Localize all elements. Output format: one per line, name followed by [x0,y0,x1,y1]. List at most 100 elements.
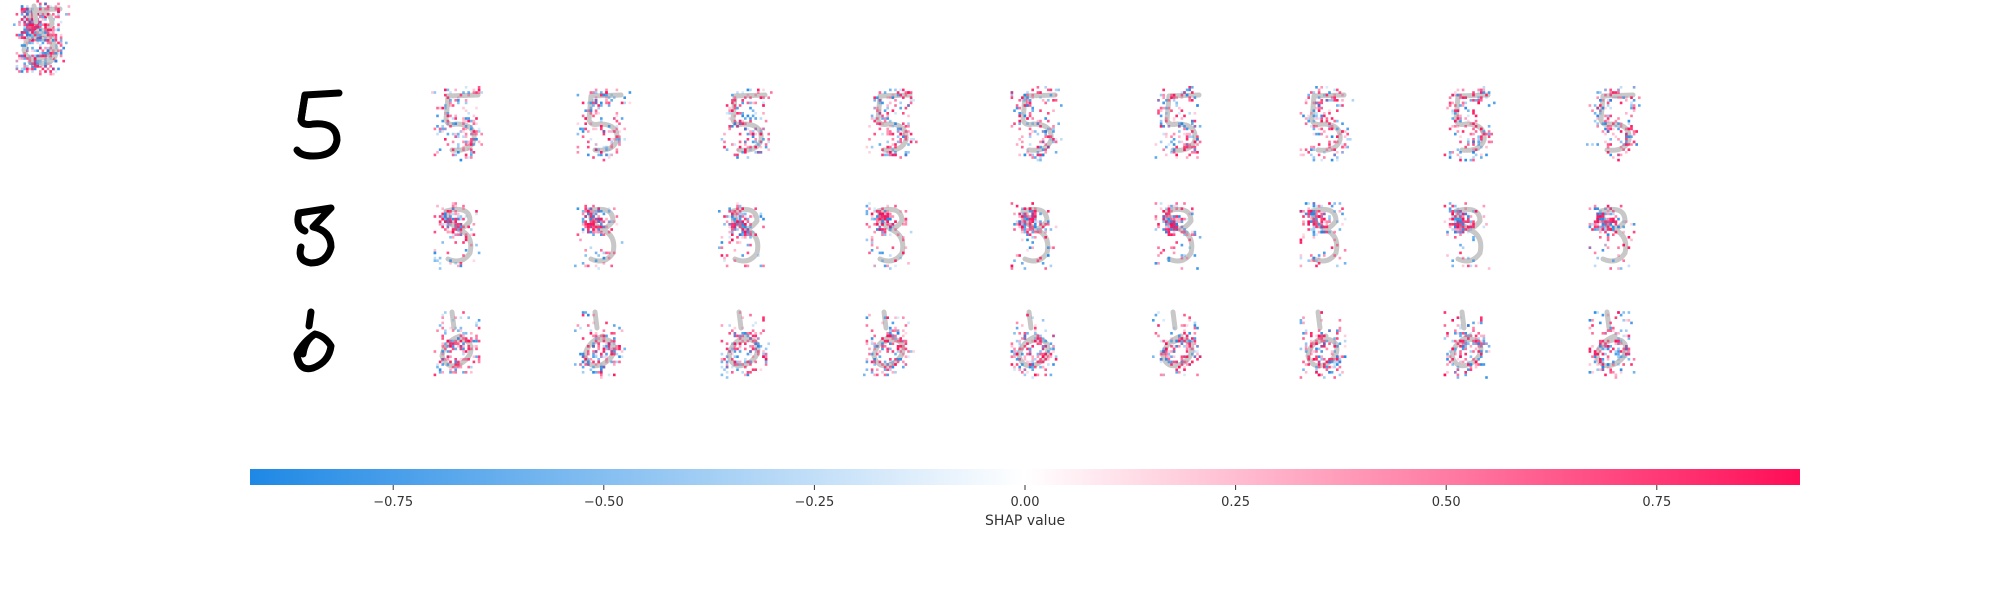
shap-pixel-negative [1343,217,1347,221]
shap-pixel-negative [1044,132,1047,136]
shap-pixel-negative [1599,112,1602,115]
shap-pixel-positive [475,91,478,94]
shap-pixel-positive [41,67,45,71]
shap-pixel-positive [1459,210,1462,213]
shap-pixel-positive [1170,225,1173,229]
shap-pixel-positive [1159,352,1163,356]
shap-pixel-positive [751,345,755,348]
shap-pixel-negative [1596,114,1599,118]
shap-pixel-negative [1031,212,1034,216]
shap-pixel-negative [467,91,470,94]
shap-pixel-positive [1617,96,1620,99]
shap-pixel-positive [23,39,26,42]
shap-pixel-negative [1606,130,1610,133]
shap-pixel-positive [610,138,613,141]
shap-pixel-positive [1461,225,1465,229]
shap-pixel-positive [1320,345,1323,348]
shap-pixel-positive [904,347,908,351]
shap-pixel-negative [1456,368,1460,371]
shap-pixel-positive [764,358,768,361]
shap-pixel-negative [1031,236,1034,239]
shap-pixel-positive [1474,363,1478,366]
shap-pixel-positive [1178,337,1181,340]
shap-pixel-positive [1604,223,1607,226]
shap-pixel-positive [623,127,626,131]
shap-pixel-positive [1609,371,1612,374]
shap-pixel-positive [1609,350,1612,353]
shap-pixel-negative [1472,236,1475,239]
shap-pixel-negative [26,46,29,50]
shap-pixel-positive [1461,212,1465,216]
shap-pixel-positive [881,148,884,151]
shap-pixel-negative [581,311,585,314]
shap-pixel-negative [1593,112,1597,115]
shap-pixel-positive [873,334,876,338]
shap-pixel-negative [891,334,895,338]
shap-pixel-negative [749,360,752,364]
shap-pixel-negative [49,5,52,8]
shap-pixel-negative [1617,358,1620,361]
shap-pixel-positive [594,217,598,221]
shap-pixel-positive [1451,217,1454,221]
shap-pixel-negative [1023,217,1027,221]
shap-pixel-negative [1060,104,1063,107]
shap-pixel-positive [762,96,765,99]
shap-pixel-negative [1459,324,1462,327]
shap-pixel-negative [1307,202,1310,205]
shap-pixel-negative [883,368,887,371]
shap-pixel-negative [751,109,755,112]
shap-pixel-negative [584,311,587,314]
shap-pixel-negative [444,311,447,314]
shap-pixel-negative [1446,352,1449,356]
shap-pixel-positive [446,223,450,226]
shap-pixel-positive [1307,358,1310,361]
shap-pixel-positive [472,259,476,262]
shap-pixel-positive [1320,99,1323,102]
shap-pixel-positive [438,127,442,131]
shap-pixel-negative [605,148,608,151]
shap-pixel-positive [1614,91,1618,94]
shap-pixel-positive [1469,368,1473,371]
digit-outline-stroke [726,333,761,369]
shap-pixel-positive [1604,345,1607,348]
shap-pixel-positive [1330,96,1334,99]
shap-pixel-negative [41,52,45,55]
shap-pixel-negative [441,125,444,128]
shap-pixel-negative [1307,117,1310,120]
shap-pixel-negative [454,225,457,229]
shap-pixel-positive [896,130,900,133]
shap-pixel-positive [881,371,884,374]
shap-pixel-negative [723,259,726,262]
shap-pixel-positive [618,360,621,364]
shap-pixel-positive [870,360,874,364]
shap-pixel-negative [1312,119,1316,123]
shap-pixel-negative [581,210,585,213]
shap-pixel-negative [1170,228,1173,231]
shap-pixel-positive [441,337,444,340]
shap-pixel-positive [454,371,457,374]
shap-pixel-negative [1630,135,1633,138]
shap-pixel-positive [1159,352,1163,356]
shap-pixel-positive [881,345,884,348]
shap-pixel-negative [1467,138,1470,141]
shap-pixel-negative [592,355,595,358]
shap-pixel-positive [741,99,744,102]
shap-pixel-negative [441,215,444,218]
shap-pixel-positive [15,13,19,16]
shap-pixel-positive [1635,130,1638,133]
shap-pixel-negative [1614,125,1618,128]
shap-pixel-positive [1299,376,1303,379]
shap-pixel-positive [592,225,595,229]
shap-pixel-negative [728,324,731,327]
shap-pixel-negative [878,225,882,229]
shap-pixel-positive [464,153,468,157]
shap-pixel-positive [20,7,24,11]
shap-pixel-negative [475,212,478,216]
shap-pixel-negative [1302,114,1305,118]
shap-pixel-positive [749,96,752,99]
shap-pixel-positive [477,326,481,330]
shap-pixel-positive [1622,259,1625,262]
shap-pixel-negative [26,28,29,32]
shap-pixel-positive [1461,215,1465,218]
shap-pixel-negative [39,23,42,26]
